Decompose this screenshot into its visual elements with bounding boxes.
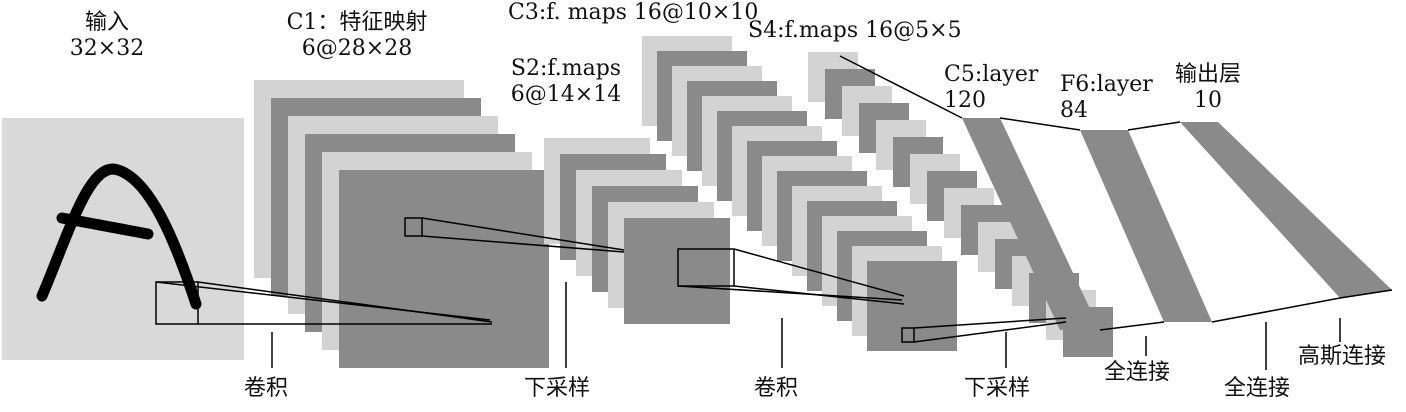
c1-size: 6@28×28	[301, 36, 413, 61]
c1-map	[339, 170, 549, 368]
op-conv-2: 卷积	[754, 376, 799, 401]
c5-size: 120	[944, 88, 986, 113]
output-layer-band	[1180, 122, 1392, 298]
c5-label: C5:layer 120	[944, 62, 1038, 114]
input-name: 输入	[84, 10, 129, 35]
receptive-field-lines	[155, 55, 1393, 343]
c3-feature-maps	[642, 36, 957, 351]
c1-name: C1：特征映射	[286, 10, 428, 35]
f6-layer-band	[1080, 130, 1212, 322]
output-label: 输出层 10	[1160, 62, 1256, 114]
op-gauss: 高斯连接	[1298, 344, 1387, 369]
op-pool-1: 下采样	[524, 376, 591, 401]
f6-label: F6:layer 84	[1060, 72, 1153, 124]
c3-map	[867, 261, 957, 351]
s4-label: S4:f.maps 16@5×5	[748, 18, 962, 43]
f6-name: F6:layer	[1060, 72, 1153, 97]
op-fc-1: 全连接	[1104, 360, 1171, 385]
f6-size: 84	[1060, 98, 1088, 123]
c1-feature-maps	[254, 80, 549, 368]
op-fc-2: 全连接	[1224, 376, 1291, 401]
c5-layer-band	[962, 118, 1100, 330]
s2-map	[624, 218, 730, 324]
s2-label: S2:f.maps 6@14×14	[498, 56, 634, 108]
op-pool-2: 下采样	[964, 376, 1031, 401]
input-label: 输入 32×32	[62, 10, 152, 62]
input-size: 32×32	[69, 36, 145, 61]
c5-name: C5:layer	[944, 62, 1039, 87]
output-size: 10	[1194, 88, 1222, 113]
output-name: 输出层	[1174, 62, 1241, 87]
s2-name: S2:f.maps	[510, 56, 622, 81]
s2-size: 6@14×14	[510, 82, 622, 107]
letter-a-glyph	[36, 163, 202, 310]
op-conv-1: 卷积	[244, 376, 289, 401]
c1-label: C1：特征映射 6@28×28	[262, 10, 452, 62]
input-image	[2, 118, 244, 360]
s2-feature-maps	[544, 138, 730, 324]
operation-ticks	[271, 282, 1341, 370]
c3-label: C3:f. maps 16@10×10	[508, 0, 759, 25]
